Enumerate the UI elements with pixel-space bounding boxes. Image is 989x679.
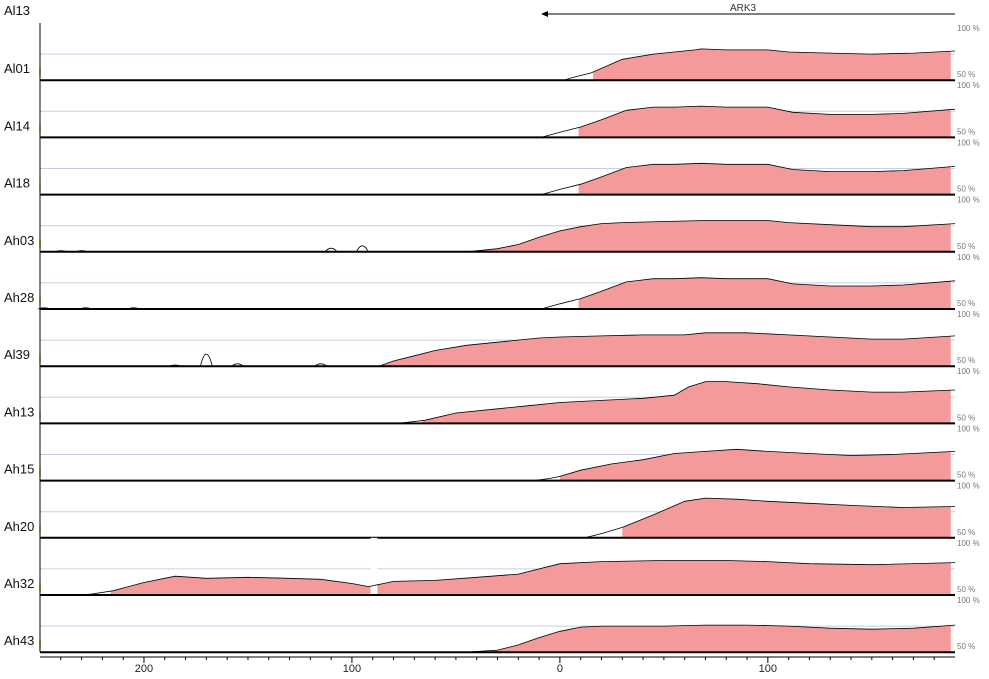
conservation-line	[541, 105, 956, 138]
conservation-line	[378, 332, 956, 367]
track-ah20: Ah20 100 % 50 %	[4, 482, 980, 539]
conservation-fill	[559, 449, 951, 481]
conservation-line	[563, 48, 956, 81]
y-tick-100: 100 %	[957, 310, 980, 319]
track-al18: Al18 100 % 50 %	[4, 138, 980, 196]
gap	[370, 537, 378, 595]
x-tick-label: 100	[759, 663, 777, 675]
y-tick-50: 50 %	[957, 471, 975, 480]
reference-label: Al13	[4, 3, 30, 18]
gene-label: ARK3	[730, 3, 757, 14]
sequence-label: Ah43	[4, 633, 34, 648]
conservation-fill	[379, 332, 951, 367]
conservation-fill	[622, 498, 951, 538]
y-tick-50: 50 %	[957, 242, 975, 251]
conservation-fill	[422, 381, 951, 424]
y-tick-50: 50 %	[957, 70, 975, 79]
sequence-label: Ah15	[4, 462, 34, 477]
conservation-fill	[578, 163, 951, 195]
sequence-label: Ah28	[4, 290, 34, 305]
y-tick-100: 100 %	[957, 596, 980, 605]
y-tick-50: 50 %	[957, 528, 975, 537]
y-tick-100: 100 %	[957, 367, 980, 376]
sequence-label: Ah32	[4, 576, 34, 591]
sequence-label: Ah20	[4, 519, 34, 534]
conservation-line	[397, 381, 956, 424]
x-tick-label: 200	[135, 663, 153, 675]
y-tick-50: 50 %	[957, 585, 975, 594]
x-tick-label: 0	[557, 663, 563, 675]
gene-annotation: ARK3	[541, 3, 955, 17]
conservation-fill	[466, 220, 951, 252]
track-al39: Al39 100 % 50 %	[4, 310, 980, 368]
conservation-line	[77, 560, 956, 596]
sequence-label: Al14	[4, 118, 30, 133]
sequence-label: Al01	[4, 61, 30, 76]
track-ah13: Ah13 100 % 50 %	[4, 367, 980, 425]
y-tick-100: 100 %	[957, 253, 980, 262]
track-ah15: Ah15 100 % 50 %	[4, 424, 980, 482]
x-tick-label: 100	[343, 663, 361, 675]
track-ah03: Ah03 100 % 50 %	[4, 196, 980, 253]
track-ah28: Ah28 100 % 50 %	[4, 253, 980, 310]
track-al01: Al01 100 % 50 %	[4, 24, 980, 82]
y-tick-100: 100 %	[957, 482, 980, 491]
y-tick-50: 50 %	[957, 127, 975, 136]
y-tick-50: 50 %	[957, 413, 975, 422]
y-tick-50: 50 %	[957, 642, 975, 651]
conservation-blip	[199, 353, 213, 367]
y-tick-100: 100 %	[957, 196, 980, 205]
conservation-blip	[324, 247, 338, 253]
conservation-line	[541, 277, 956, 310]
gene-arrowhead	[541, 11, 548, 17]
conservation-fill	[578, 277, 951, 309]
track-al14: Al14 100 % 50 %	[4, 81, 980, 139]
conservation-fill	[466, 625, 951, 653]
y-tick-100: 100 %	[957, 539, 980, 548]
y-tick-50: 50 %	[957, 356, 975, 365]
conservation-fill	[110, 560, 951, 595]
conservation-blip	[355, 245, 369, 252]
conservation-fill	[578, 106, 951, 138]
y-tick-100: 100 %	[957, 24, 980, 33]
y-tick-100: 100 %	[957, 424, 980, 433]
sequence-label: Al39	[4, 347, 30, 362]
conservation-fill	[593, 48, 951, 81]
sequence-label: Al18	[4, 176, 30, 191]
y-tick-100: 100 %	[957, 138, 980, 147]
conservation-line	[584, 497, 956, 539]
conservation-line	[466, 220, 956, 253]
track-ah43: Ah43 100 % 50 %	[4, 596, 980, 654]
y-tick-50: 50 %	[957, 299, 975, 308]
sequence-label: Ah13	[4, 404, 34, 419]
conservation-line	[466, 624, 956, 653]
y-tick-100: 100 %	[957, 81, 980, 90]
conservation-line	[541, 162, 956, 195]
x-axis: 200 100 0 100	[40, 656, 955, 675]
y-tick-50: 50 %	[957, 185, 975, 194]
track-ah32: Ah32 100 % 50 %	[4, 537, 980, 596]
conservation-line	[532, 448, 956, 481]
sequence-label: Ah03	[4, 233, 34, 248]
